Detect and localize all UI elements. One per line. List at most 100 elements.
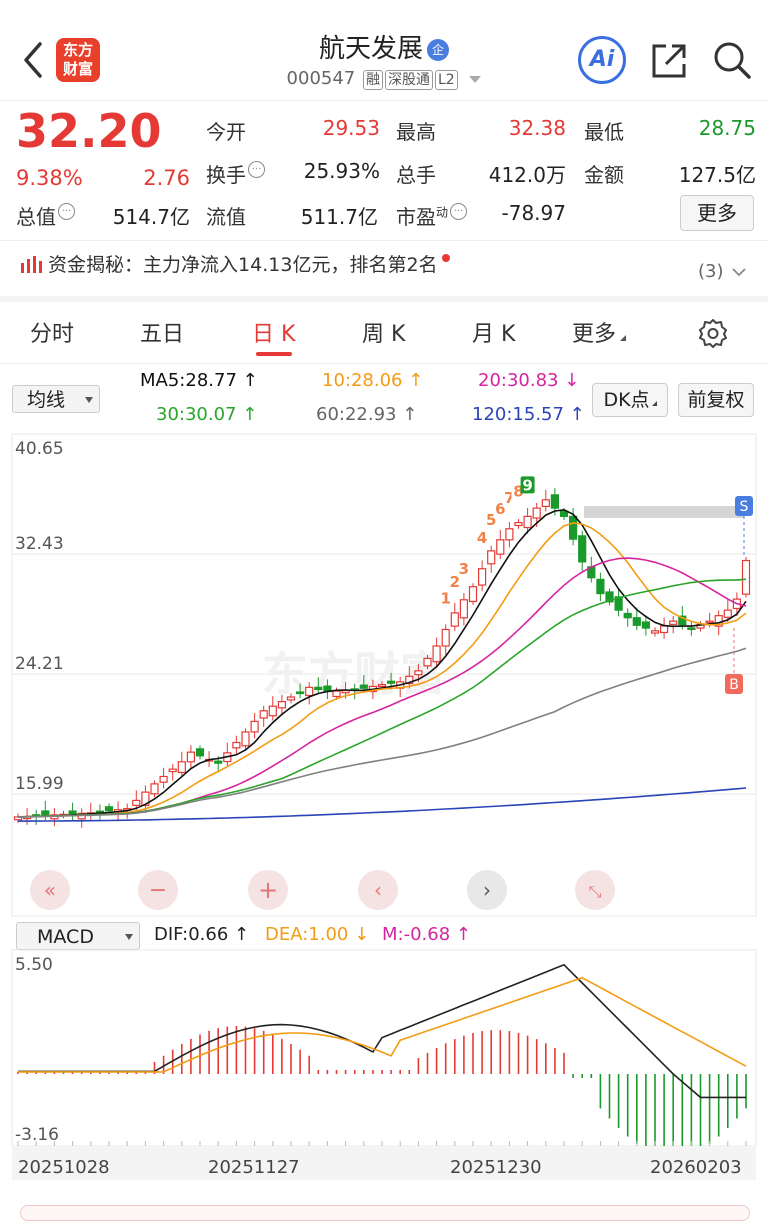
scroll-left-button[interactable]	[358, 870, 398, 910]
candle-body	[614, 596, 623, 611]
candle-body	[414, 670, 423, 676]
back-icon[interactable]	[22, 40, 46, 80]
plus-icon: +	[258, 876, 278, 904]
macd-select[interactable]: MACD	[16, 922, 140, 950]
candle-body	[659, 625, 669, 634]
candle-body	[623, 612, 632, 619]
candle-body	[159, 775, 168, 783]
sell-marker-label: S	[740, 499, 749, 515]
m-value: M:-0.68 ↑	[382, 924, 471, 945]
fullscreen-button[interactable]	[575, 870, 615, 910]
candle-body	[296, 691, 305, 695]
x-axis-ticks	[17, 1141, 747, 1146]
candle-body	[532, 507, 541, 519]
tab-five-day[interactable]: 五日	[140, 322, 185, 347]
candle-body	[596, 578, 605, 595]
date-axis-bg	[12, 1146, 756, 1180]
turnover-value: 25.93%	[303, 159, 380, 183]
info-icon[interactable]: ···	[248, 161, 265, 178]
candle-body	[359, 684, 368, 689]
signal-number: 2	[450, 573, 460, 591]
zoom-out-button[interactable]	[138, 870, 178, 910]
settings-gear-icon[interactable]	[698, 318, 728, 348]
scroll-right-button[interactable]	[467, 870, 507, 910]
candle-body	[214, 760, 223, 764]
buy-marker[interactable]	[725, 674, 743, 694]
dropdown-triangle-icon[interactable]	[469, 75, 482, 83]
date-label: 20251230	[450, 1157, 542, 1178]
macd-frame	[11, 949, 757, 1147]
y-axis-label: 24.21	[15, 654, 64, 674]
date-label: 20251127	[208, 1157, 300, 1178]
amount-value: 127.5亿	[678, 163, 756, 187]
moving-average-lines	[17, 508, 747, 822]
signal-number: 9	[522, 476, 532, 494]
pe-value: -78.97	[501, 201, 566, 225]
adjust-button[interactable]: 前复权	[678, 383, 754, 417]
signal-number: 4	[477, 529, 487, 547]
tab-monthly-k[interactable]: 月 K	[472, 322, 516, 347]
stock-title: 航天发展企	[0, 28, 768, 65]
low-value: 28.75	[698, 116, 756, 140]
candle-body	[450, 612, 459, 627]
dif-value: DIF:0.66 ↑	[154, 924, 250, 945]
active-tab-underline	[256, 352, 292, 356]
info-icon[interactable]: ···	[450, 203, 468, 220]
date-label: 20251028	[18, 1157, 110, 1178]
jump-start-button[interactable]	[30, 870, 70, 910]
high-value: 32.38	[508, 116, 566, 140]
ma60-line	[17, 647, 747, 818]
candle-body	[496, 539, 505, 555]
last-price: 32.20	[16, 104, 162, 158]
date-label: 20260203	[650, 1157, 742, 1178]
y-axis-label: 32.43	[15, 534, 64, 554]
candle-body	[186, 751, 195, 763]
candle-body	[250, 720, 259, 733]
ai-button[interactable]: Ai	[578, 36, 626, 84]
fund-flow-banner[interactable]: 资金揭秘：主力净流入14.13亿元，排名第2名	[20, 250, 450, 277]
signal-box	[438, 589, 453, 607]
tag-level2: L2	[435, 70, 458, 90]
signal-number: 1	[440, 589, 450, 607]
expand-icon: ⤡	[589, 882, 602, 901]
tab-more[interactable]: 更多	[572, 316, 627, 348]
info-icon[interactable]: ···	[58, 203, 75, 220]
bar-chart-icon	[21, 256, 42, 273]
signal-box	[475, 528, 490, 546]
nav-buttons: « − + ‹ › ⤡	[30, 870, 615, 910]
share-icon[interactable]	[650, 42, 688, 80]
open-value: 29.53	[322, 116, 380, 140]
tab-intraday[interactable]: 分时	[30, 322, 75, 347]
candle-body	[132, 799, 141, 806]
more-quote-button[interactable]: 更多	[680, 195, 754, 231]
zoom-in-button[interactable]	[248, 870, 288, 910]
turnover-label: 换手 ···	[206, 159, 265, 188]
indicator-select[interactable]: 均线	[12, 385, 100, 413]
signal-box	[520, 476, 535, 494]
candle-body	[568, 515, 578, 540]
candle-body	[705, 620, 714, 624]
signal-number: 7	[504, 489, 514, 507]
dk-point-button[interactable]: DK点	[592, 383, 668, 417]
chevron-down-icon	[731, 268, 746, 277]
change-amount: 2.76	[143, 166, 190, 190]
macd-chart[interactable]: 5.50 -3.16 20251028 20251127 20251230 20…	[0, 948, 768, 1200]
enterprise-badge: 企	[427, 38, 449, 61]
high-label: 最高	[396, 120, 436, 144]
search-icon[interactable]	[712, 40, 752, 80]
section-gap	[0, 296, 768, 302]
double-left-icon: «	[44, 878, 56, 902]
candle-body	[232, 741, 241, 749]
tab-daily-k[interactable]: 日 K	[252, 322, 296, 347]
sell-marker[interactable]	[735, 496, 753, 516]
bottom-panel-edge	[20, 1205, 750, 1221]
fund-flow-count[interactable]: (3)	[698, 261, 746, 282]
tab-weekly-k[interactable]: 周 K	[362, 322, 406, 347]
candle-body	[305, 686, 314, 697]
candle-body	[650, 630, 660, 634]
divider	[0, 363, 768, 364]
corner-triangle-icon	[651, 401, 657, 406]
candle-body	[68, 810, 77, 815]
